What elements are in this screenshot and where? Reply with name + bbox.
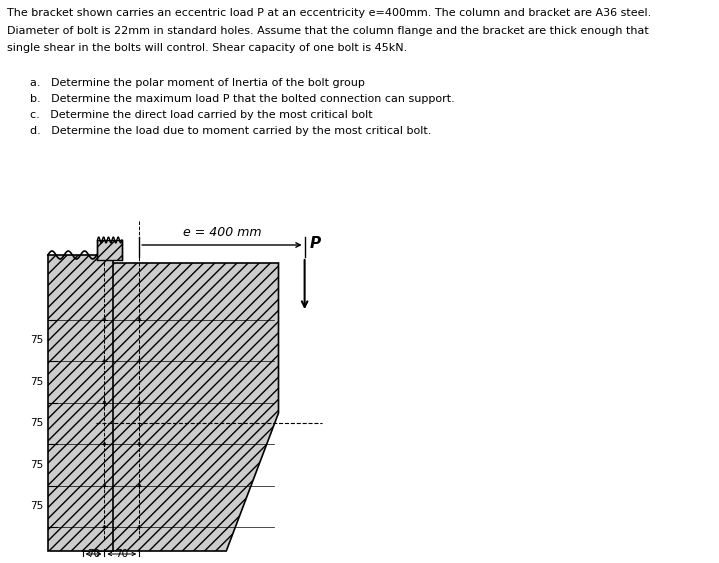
- Text: 75: 75: [30, 335, 43, 345]
- Bar: [48, 255, 113, 551]
- Circle shape: [104, 402, 105, 403]
- Circle shape: [104, 526, 106, 528]
- Circle shape: [104, 526, 105, 528]
- Text: c.   Determine the direct load carried by the most critical bolt: c. Determine the direct load carried by …: [30, 110, 373, 120]
- Bar: [98, 240, 122, 260]
- Circle shape: [138, 484, 140, 486]
- Circle shape: [138, 401, 140, 404]
- Text: P: P: [310, 235, 321, 251]
- Text: d.   Determine the load due to moment carried by the most critical bolt.: d. Determine the load due to moment carr…: [30, 126, 432, 136]
- Text: Diameter of bolt is 22mm in standard holes. Assume that the column flange and th: Diameter of bolt is 22mm in standard hol…: [7, 25, 649, 35]
- Text: 75: 75: [30, 377, 43, 387]
- Text: e = 400 mm: e = 400 mm: [183, 226, 261, 239]
- Circle shape: [104, 319, 105, 320]
- Circle shape: [104, 484, 106, 486]
- Circle shape: [104, 401, 106, 404]
- Circle shape: [138, 526, 140, 528]
- Text: 70: 70: [87, 549, 100, 559]
- Polygon shape: [83, 263, 278, 551]
- Text: 75: 75: [30, 501, 43, 511]
- Text: 75: 75: [30, 460, 43, 470]
- Circle shape: [138, 360, 140, 362]
- Circle shape: [104, 360, 105, 361]
- Circle shape: [104, 360, 106, 362]
- Circle shape: [104, 485, 105, 486]
- Text: b.   Determine the maximum load P that the bolted connection can support.: b. Determine the maximum load P that the…: [30, 94, 455, 104]
- Circle shape: [104, 443, 106, 445]
- Text: 75: 75: [30, 418, 43, 428]
- Text: 70: 70: [115, 549, 129, 559]
- Text: single shear in the bolts will control. Shear capacity of one bolt is 45kN.: single shear in the bolts will control. …: [7, 43, 407, 53]
- Circle shape: [138, 319, 140, 320]
- Circle shape: [104, 319, 106, 320]
- Text: The bracket shown carries an eccentric load P at an eccentricity e=400mm. The co: The bracket shown carries an eccentric l…: [7, 8, 651, 18]
- Circle shape: [138, 443, 140, 445]
- Text: a.   Determine the polar moment of Inertia of the bolt group: a. Determine the polar moment of Inertia…: [30, 78, 365, 88]
